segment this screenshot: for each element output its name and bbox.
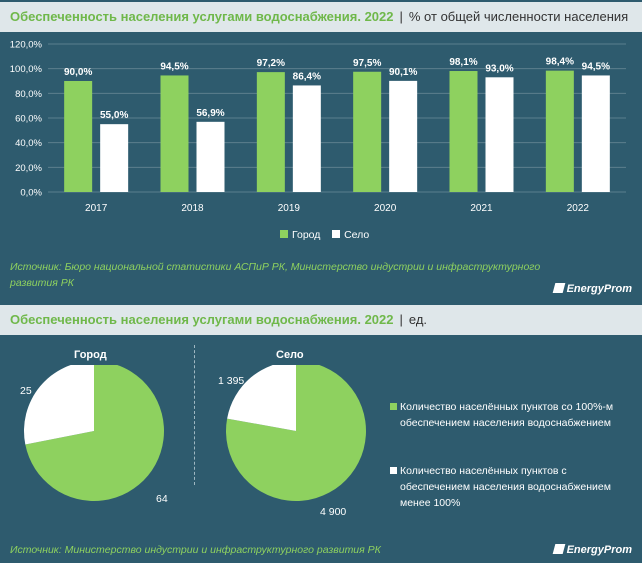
- x-tick-label: 2019: [278, 203, 301, 214]
- section2-title-main: Обеспеченность населения услугами водосн…: [10, 312, 394, 327]
- pie-city-full-value: 64: [156, 493, 168, 505]
- section2-title-unit: ед.: [408, 312, 428, 327]
- section1-title-separator: |: [399, 9, 403, 24]
- section1-logo-text: EnergyProm: [566, 283, 632, 295]
- pie-city-partial-value: 25: [20, 385, 32, 397]
- pie-city-title: Город: [74, 349, 107, 361]
- pie-legend-full: Количество населённых пунктов со 100%-м …: [390, 399, 635, 431]
- section2-logo: EnergyProm: [552, 544, 632, 556]
- bar-village: [485, 77, 514, 192]
- pie-city-slice-1: [24, 365, 94, 445]
- bar-city: [64, 81, 93, 192]
- x-tick-label: 2020: [374, 203, 397, 214]
- pie-village-slice-1: [227, 365, 296, 431]
- bar-village: [196, 121, 225, 192]
- pie-legend-full-swatch: [390, 403, 397, 410]
- pie-city-slice-0: [25, 365, 165, 501]
- section1-title-bar: Обеспеченность населения услугами водосн…: [0, 2, 642, 32]
- bar-village: [581, 75, 610, 192]
- legend-village-label: Село: [344, 229, 370, 241]
- y-tick-label: 100,0%: [10, 64, 43, 75]
- section2-source: Источник: Министерство индустрии и инфра…: [10, 544, 381, 556]
- bar-village: [100, 124, 129, 192]
- section1-source: Источник: Бюро национальной статистики А…: [10, 261, 541, 289]
- bar-data-label: 90,1%: [389, 67, 417, 78]
- pie-village-partial-value: 1 395: [218, 375, 245, 387]
- energyprom-logo-icon-2: [552, 544, 565, 554]
- legend-village-swatch: [332, 230, 341, 238]
- y-tick-label: 20,0%: [15, 163, 42, 174]
- y-tick-label: 80,0%: [15, 89, 42, 100]
- bar-data-label: 56,9%: [196, 108, 224, 119]
- legend-city-swatch: [280, 230, 288, 238]
- bar-data-label: 97,2%: [257, 58, 285, 69]
- y-tick-label: 60,0%: [15, 114, 42, 125]
- pie-charts: [24, 365, 366, 501]
- pie-village-slice-0: [226, 365, 366, 501]
- section2-title: Обеспеченность населения услугами водосн…: [10, 312, 427, 327]
- x-tick-label: 2021: [470, 203, 493, 214]
- section2-title-bar: Обеспеченность населения услугами водосн…: [0, 305, 642, 335]
- y-tick-label: 40,0%: [15, 138, 42, 149]
- pie-village-full-value: 4 900: [320, 506, 347, 518]
- bar-city: [449, 71, 478, 192]
- legend-city-label: Город: [292, 229, 321, 241]
- bar-village: [292, 85, 321, 192]
- x-tick-label: 2017: [85, 203, 108, 214]
- x-tick-label: 2022: [567, 203, 590, 214]
- section2-logo-text: EnergyProm: [566, 544, 632, 556]
- bar-data-label: 90,0%: [64, 67, 92, 78]
- bar-chart: 0,0% 20,0% 40,0% 60,0% 80,0% 100,0% 120,0% 90,0…: [10, 40, 626, 214]
- bar-data-label: 55,0%: [100, 110, 128, 121]
- bar-city: [545, 70, 574, 192]
- pie-legend-full-label: Количество населённых пунктов со 100%-м …: [400, 401, 614, 429]
- y-tick-label: 0,0%: [20, 188, 42, 199]
- pie-legend-partial-label: Количество населённых пунктов с обеспече…: [400, 465, 611, 509]
- bar-data-label: 97,5%: [353, 58, 381, 69]
- y-tick-label: 120,0%: [10, 40, 43, 51]
- pie-village-title: Село: [276, 349, 304, 361]
- bar-chart-legend: Город Село: [280, 229, 369, 241]
- bar-city: [160, 75, 189, 192]
- bar-city: [256, 72, 285, 192]
- section2-title-separator: |: [399, 312, 403, 327]
- section1-title-unit: % от общей численности населения: [408, 9, 629, 24]
- bar-data-label: 98,4%: [546, 57, 574, 68]
- pie-legend-partial-swatch: [390, 467, 397, 474]
- section1-title-main: Обеспеченность населения услугами водосн…: [10, 9, 394, 24]
- section1-logo: EnergyProm: [552, 283, 632, 295]
- pie-divider: [194, 345, 195, 485]
- pie-legend-partial: Количество населённых пунктов с обеспече…: [390, 463, 635, 511]
- energyprom-logo-icon: [552, 283, 565, 293]
- bar-data-label: 86,4%: [293, 71, 321, 82]
- bar-city: [353, 71, 382, 192]
- bar-data-label: 94,5%: [160, 61, 188, 72]
- x-tick-label: 2018: [181, 203, 204, 214]
- bar-data-label: 94,5%: [582, 61, 610, 72]
- bar-village: [389, 80, 418, 192]
- section1-title: Обеспеченность населения услугами водосн…: [10, 9, 628, 24]
- bar-data-label: 98,1%: [449, 57, 477, 68]
- bar-data-label: 93,0%: [485, 63, 513, 74]
